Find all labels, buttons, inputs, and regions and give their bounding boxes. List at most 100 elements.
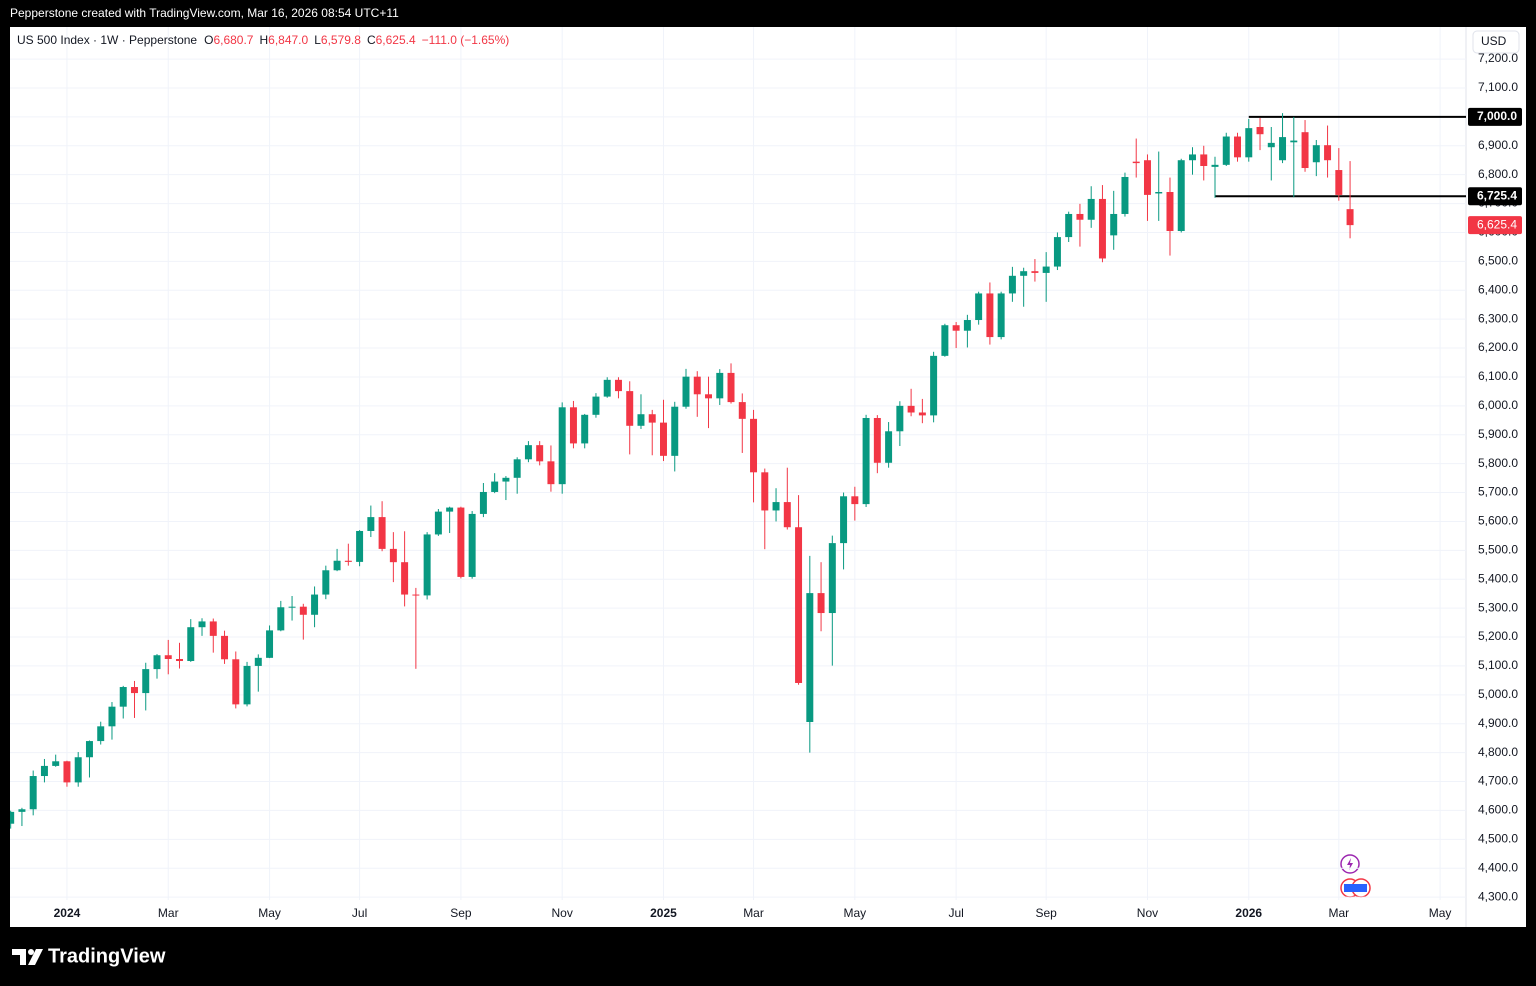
x-tick-label: Nov bbox=[552, 906, 573, 920]
candle-body bbox=[97, 726, 105, 742]
candle-body bbox=[1143, 160, 1151, 195]
candle-body bbox=[997, 293, 1005, 338]
candle-body bbox=[1324, 145, 1332, 161]
candle-body bbox=[558, 407, 566, 485]
candle-body bbox=[1177, 160, 1185, 232]
candle-body bbox=[378, 517, 386, 549]
last-price-label: 6,625.4 bbox=[1477, 217, 1517, 231]
candle-body bbox=[569, 407, 577, 444]
y-tick-label: 4,800.0 bbox=[1478, 745, 1518, 759]
candle-body bbox=[1346, 209, 1354, 226]
candle-body bbox=[693, 376, 701, 395]
candle-body bbox=[1189, 154, 1196, 161]
candle-body bbox=[74, 757, 82, 783]
candle-body bbox=[40, 765, 48, 777]
candle-body bbox=[727, 372, 735, 403]
candle-body bbox=[851, 496, 859, 505]
candle-body bbox=[412, 594, 420, 596]
currency[interactable]: USD bbox=[1481, 34, 1507, 48]
candle-body bbox=[119, 687, 127, 707]
candle-body bbox=[1065, 213, 1073, 238]
candle-body bbox=[232, 659, 240, 705]
candle-body bbox=[1053, 237, 1061, 267]
currency-box[interactable] bbox=[1472, 30, 1520, 54]
candle-body bbox=[828, 543, 836, 614]
candle-body bbox=[10, 811, 15, 824]
candle-body bbox=[491, 481, 499, 492]
candle-body bbox=[952, 325, 960, 331]
candle-body bbox=[660, 422, 667, 456]
candle-body bbox=[1087, 198, 1095, 220]
x-tick-label: 2025 bbox=[650, 906, 677, 920]
candle-body bbox=[1301, 132, 1309, 169]
price-badge bbox=[1468, 187, 1522, 206]
candle-body bbox=[254, 657, 262, 666]
candle-body bbox=[1008, 275, 1016, 294]
candle-body bbox=[930, 355, 938, 416]
candle-body bbox=[648, 414, 656, 423]
y-tick-label: 5,300.0 bbox=[1478, 600, 1518, 614]
candle-body bbox=[705, 394, 712, 399]
y-tick-label: 4,900.0 bbox=[1478, 716, 1518, 730]
candle-body bbox=[457, 507, 465, 577]
candle-body bbox=[592, 396, 600, 415]
candle-body bbox=[1234, 136, 1242, 158]
x-tick-label: Jul bbox=[948, 906, 963, 920]
candle-body bbox=[1290, 140, 1298, 143]
drawings bbox=[1215, 115, 1466, 198]
candle-body bbox=[772, 502, 780, 511]
ohlc-key: O bbox=[204, 33, 213, 47]
price-badge-label: 7,000.0 bbox=[1477, 109, 1517, 123]
y-tick-label: 5,700.0 bbox=[1478, 485, 1518, 499]
candle-body bbox=[502, 477, 510, 482]
candle-body bbox=[795, 527, 803, 683]
candle-body bbox=[1110, 213, 1118, 236]
candle-body bbox=[277, 607, 285, 631]
candle-body bbox=[446, 507, 454, 512]
candle-body bbox=[164, 655, 172, 659]
candle-body bbox=[367, 517, 375, 531]
candle-body bbox=[918, 412, 926, 416]
y-tick-label: 5,400.0 bbox=[1478, 571, 1518, 585]
candle-body bbox=[885, 431, 893, 463]
candle-body bbox=[266, 630, 274, 658]
x-tick-label: Sep bbox=[1035, 906, 1057, 920]
candle-body bbox=[333, 560, 341, 571]
ohlc-value: 6,625.4 bbox=[376, 33, 416, 47]
candle-body bbox=[108, 706, 116, 727]
candle-body bbox=[468, 513, 476, 577]
candle-body bbox=[536, 445, 544, 462]
candle-body bbox=[817, 593, 825, 614]
ohlc-key: C bbox=[367, 33, 376, 47]
candle-body bbox=[18, 809, 26, 812]
last-price-badge bbox=[1468, 216, 1522, 235]
candle-body bbox=[524, 445, 532, 460]
candle-body bbox=[626, 391, 634, 426]
candle-body bbox=[1312, 145, 1320, 163]
candle-body bbox=[1335, 170, 1343, 195]
ohlc-value: 6,847.0 bbox=[268, 33, 308, 47]
legend: US 500 Index · 1W · Pepperstone O6,680.7 H… bbox=[17, 33, 509, 47]
candle-body bbox=[1256, 126, 1264, 135]
candle-body bbox=[614, 379, 622, 392]
candle-body bbox=[637, 414, 645, 426]
y-tick-label: 6,100.0 bbox=[1478, 369, 1518, 383]
candle-body bbox=[1211, 164, 1219, 167]
y-tick-label: 5,600.0 bbox=[1478, 514, 1518, 528]
candle-body bbox=[187, 627, 195, 662]
y-tick-label: 7,100.0 bbox=[1478, 80, 1518, 94]
candle-body bbox=[389, 548, 397, 563]
x-tick-label: 2026 bbox=[1235, 906, 1262, 920]
y-tick-label: 6,300.0 bbox=[1478, 311, 1518, 325]
candle-body bbox=[434, 511, 442, 535]
candle-body bbox=[783, 502, 791, 528]
candle-body bbox=[344, 560, 352, 562]
y-tick-label: 6,400.0 bbox=[1478, 282, 1518, 296]
candle-body bbox=[761, 472, 769, 511]
candle-body bbox=[52, 761, 60, 766]
x-tick-label: Jul bbox=[352, 906, 367, 920]
candle-body bbox=[479, 491, 487, 514]
candle-body bbox=[1098, 198, 1106, 259]
x-tick-label: May bbox=[258, 906, 281, 920]
